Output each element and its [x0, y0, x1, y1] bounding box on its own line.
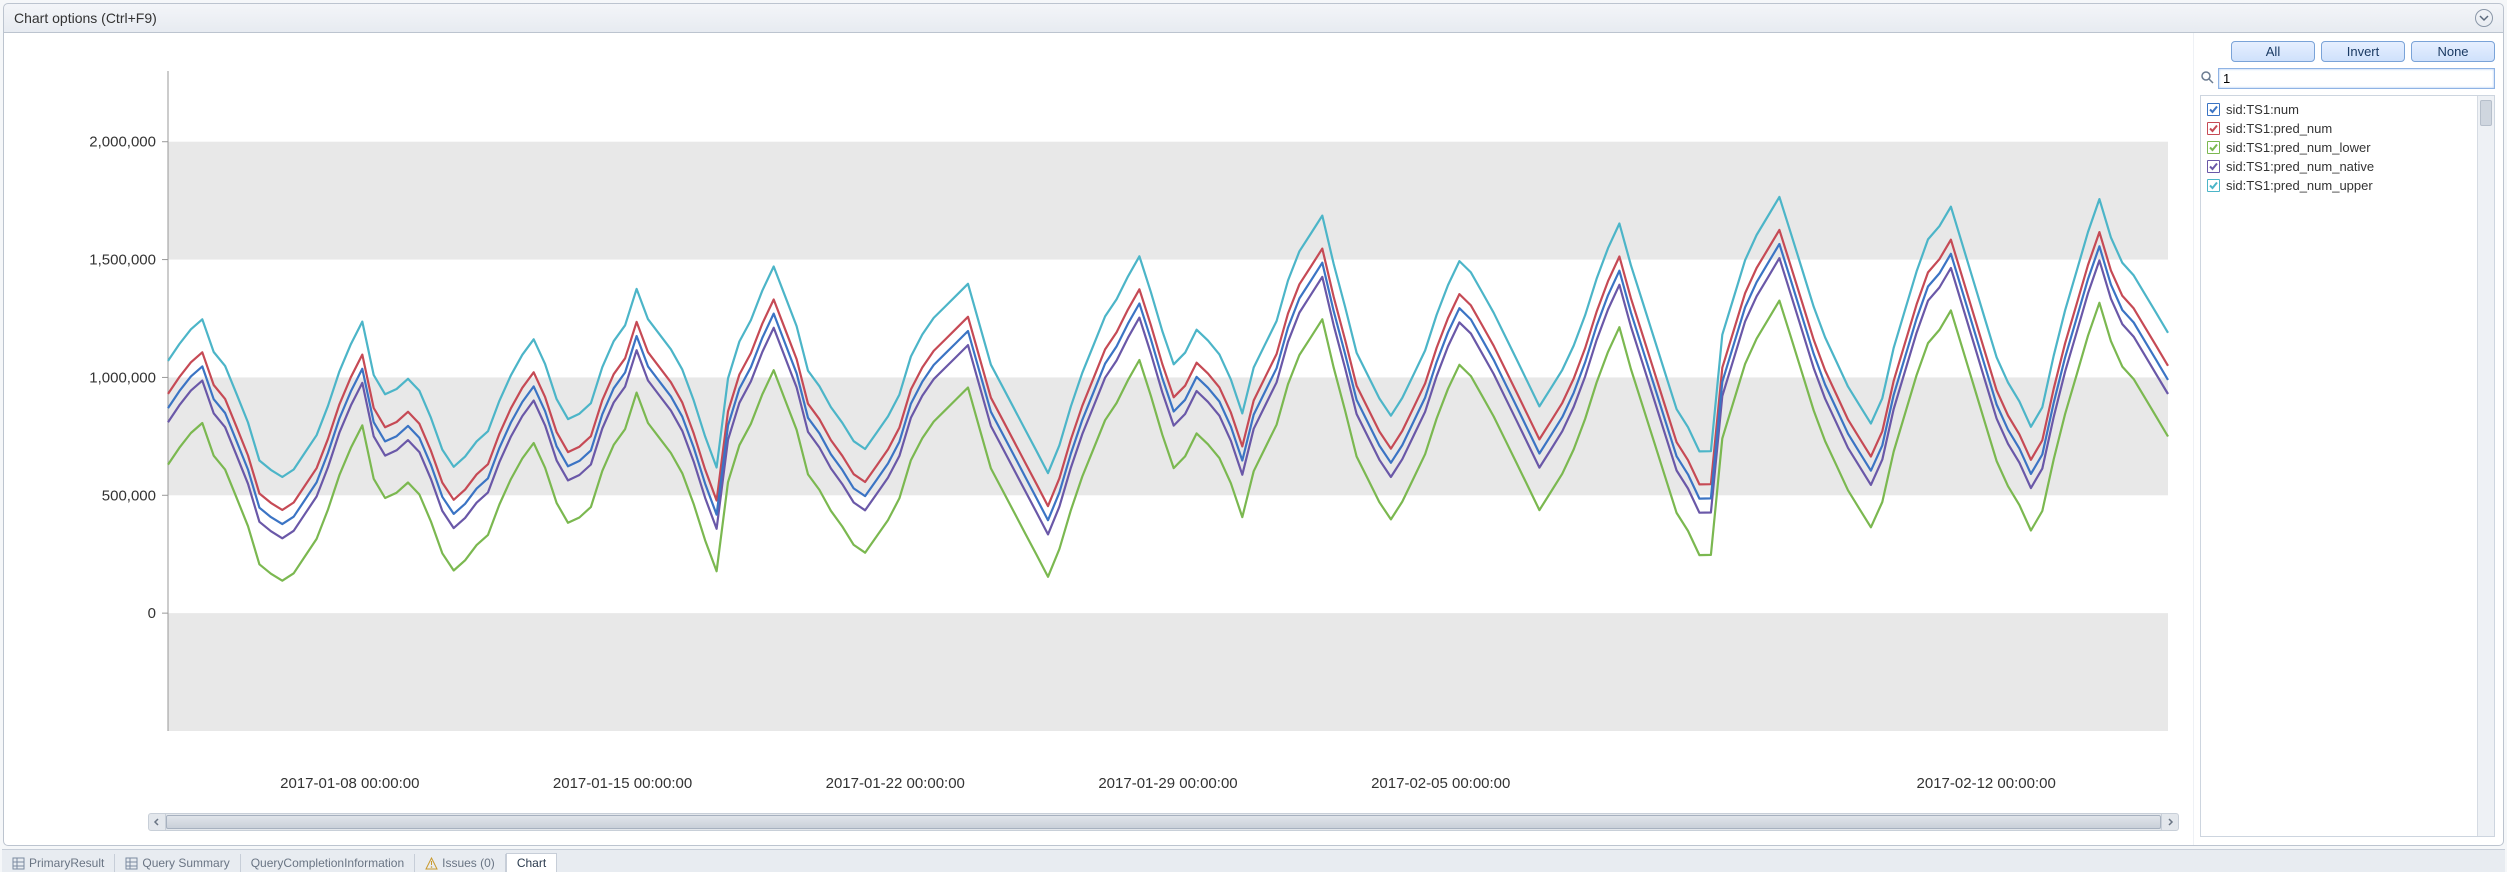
svg-text:2017-01-08 00:00:00: 2017-01-08 00:00:00	[280, 775, 419, 792]
chart-panel-body: 0 500,000 1,000,000 1,500,000 2,000,000 2017-…	[3, 33, 2504, 846]
tab-query-summary[interactable]: Query Summary	[115, 854, 240, 872]
legend-item-label: sid:TS1:pred_num_native	[2226, 159, 2374, 174]
svg-text:2017-01-29 00:00:00: 2017-01-29 00:00:00	[1098, 775, 1237, 792]
legend-invert-button[interactable]: Invert	[2321, 41, 2405, 62]
chart-area: 0 500,000 1,000,000 1,500,000 2,000,000 2017-…	[4, 33, 2193, 845]
table-icon	[125, 857, 138, 870]
legend-checkbox[interactable]	[2207, 179, 2220, 192]
legend-item-label: sid:TS1:num	[2226, 102, 2299, 117]
svg-text:2,000,000: 2,000,000	[89, 134, 156, 151]
svg-text:0: 0	[148, 605, 156, 622]
scroll-left-icon[interactable]	[149, 814, 166, 830]
tab-issues-0-[interactable]: Issues (0)	[415, 854, 506, 872]
legend-checkbox[interactable]	[2207, 103, 2220, 116]
panel-header: Chart options (Ctrl+F9)	[3, 3, 2504, 33]
result-tabs: PrimaryResult Query Summary QueryCompleti…	[2, 849, 2505, 872]
svg-text:2017-01-22 00:00:00: 2017-01-22 00:00:00	[826, 775, 965, 792]
svg-text:1,500,000: 1,500,000	[89, 252, 156, 269]
legend-item-label: sid:TS1:pred_num_upper	[2226, 178, 2373, 193]
legend-item[interactable]: sid:TS1:num	[2205, 100, 2476, 119]
warning-icon	[425, 857, 438, 870]
legend-none-button[interactable]: None	[2411, 41, 2495, 62]
tab-label: QueryCompletionInformation	[251, 856, 404, 870]
tab-label: Chart	[517, 856, 546, 870]
collapse-icon[interactable]	[2475, 9, 2493, 27]
tab-primaryresult[interactable]: PrimaryResult	[2, 854, 115, 872]
tab-label: Issues (0)	[442, 856, 495, 870]
svg-text:1,000,000: 1,000,000	[89, 369, 156, 386]
tab-label: Query Summary	[142, 856, 229, 870]
legend-checkbox[interactable]	[2207, 122, 2220, 135]
legend-item-label: sid:TS1:pred_num	[2226, 121, 2332, 136]
legend-vertical-scrollbar[interactable]	[2477, 96, 2494, 836]
tab-querycompletioninformation[interactable]: QueryCompletionInformation	[241, 854, 415, 872]
legend-all-button[interactable]: All	[2231, 41, 2315, 62]
scroll-right-icon[interactable]	[2161, 814, 2178, 830]
panel-title: Chart options (Ctrl+F9)	[14, 10, 157, 26]
legend-checkbox[interactable]	[2207, 141, 2220, 154]
legend-item[interactable]: sid:TS1:pred_num	[2205, 119, 2476, 138]
svg-text:2017-02-12 00:00:00: 2017-02-12 00:00:00	[1917, 775, 2056, 792]
tab-chart[interactable]: Chart	[506, 853, 557, 872]
svg-text:500,000: 500,000	[102, 487, 156, 504]
search-icon	[2200, 70, 2214, 87]
line-chart: 0 500,000 1,000,000 1,500,000 2,000,000 2017-…	[18, 51, 2178, 811]
tab-label: PrimaryResult	[29, 856, 104, 870]
legend-list: sid:TS1:num sid:TS1:pred_num sid:TS1:pred_…	[2200, 95, 2495, 837]
legend-item-label: sid:TS1:pred_num_lower	[2226, 140, 2371, 155]
legend-item[interactable]: sid:TS1:pred_num_native	[2205, 157, 2476, 176]
legend-panel: All Invert None sid:TS1:num sid:TS1:pred_…	[2193, 33, 2503, 845]
table-icon	[12, 857, 25, 870]
chart-horizontal-scrollbar[interactable]	[148, 813, 2179, 831]
legend-item[interactable]: sid:TS1:pred_num_upper	[2205, 176, 2476, 195]
legend-checkbox[interactable]	[2207, 160, 2220, 173]
svg-text:2017-02-05 00:00:00: 2017-02-05 00:00:00	[1371, 775, 1510, 792]
legend-search-input[interactable]	[2218, 68, 2495, 89]
legend-item[interactable]: sid:TS1:pred_num_lower	[2205, 138, 2476, 157]
svg-text:2017-01-15 00:00:00: 2017-01-15 00:00:00	[553, 775, 692, 792]
